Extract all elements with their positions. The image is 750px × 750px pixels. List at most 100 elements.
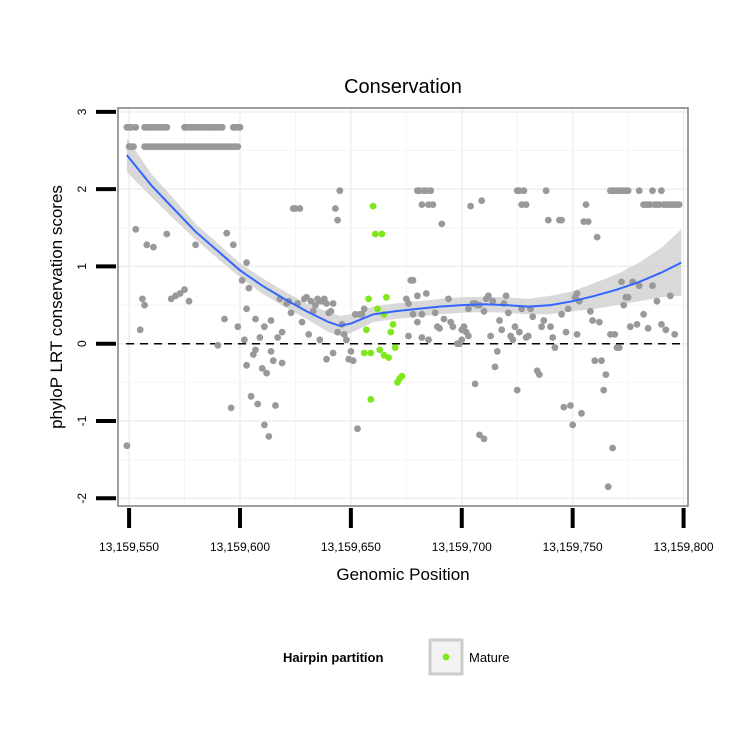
data-point xyxy=(587,307,594,315)
data-point xyxy=(405,300,412,307)
data-point xyxy=(267,317,275,324)
data-point xyxy=(265,433,273,440)
data-point xyxy=(649,187,656,195)
data-point xyxy=(425,336,432,344)
data-point xyxy=(418,201,426,209)
data-point xyxy=(261,421,268,429)
data-point xyxy=(261,323,268,331)
data-point xyxy=(123,442,131,450)
y-axis-label: phyloP LRT conservation scores xyxy=(47,185,66,429)
data-point xyxy=(221,315,228,323)
data-point xyxy=(414,318,421,326)
data-point xyxy=(480,435,488,443)
data-point xyxy=(595,318,603,326)
data-point xyxy=(564,305,572,313)
data-point xyxy=(635,187,643,195)
data-point xyxy=(241,336,248,344)
x-tick-label: 13,159,750 xyxy=(543,540,603,554)
data-point xyxy=(549,334,557,341)
data-point xyxy=(278,359,286,367)
data-point xyxy=(303,293,310,301)
data-point-mature xyxy=(394,378,401,386)
data-point xyxy=(624,293,632,301)
data-point xyxy=(163,123,171,131)
data-point xyxy=(234,323,242,331)
data-point xyxy=(460,323,468,331)
data-point-mature xyxy=(367,396,375,403)
data-point xyxy=(429,201,437,209)
data-point xyxy=(258,365,266,372)
x-tick-label: 13,159,650 xyxy=(321,540,381,554)
data-point xyxy=(247,392,255,400)
data-point xyxy=(418,334,426,341)
data-point xyxy=(327,307,335,315)
data-point xyxy=(493,348,501,355)
data-point xyxy=(349,357,357,365)
data-point xyxy=(323,355,330,363)
data-point xyxy=(163,230,171,238)
data-point xyxy=(458,336,466,344)
data-point xyxy=(227,404,235,412)
data-point xyxy=(653,297,661,305)
data-point xyxy=(666,292,674,300)
data-point-mature xyxy=(387,328,395,336)
data-point xyxy=(562,328,570,336)
y-tick-label: 0 xyxy=(75,340,89,347)
plot-area xyxy=(117,107,689,507)
data-point xyxy=(332,205,339,212)
data-point-mature xyxy=(391,344,399,351)
data-point xyxy=(593,233,601,241)
data-point xyxy=(445,295,452,303)
data-point xyxy=(600,386,608,394)
data-point xyxy=(132,225,140,233)
data-point-mature xyxy=(385,354,392,361)
data-point xyxy=(323,300,330,307)
data-point xyxy=(150,243,157,251)
legend-key-mature xyxy=(442,653,450,661)
data-point xyxy=(485,292,492,300)
data-point xyxy=(414,292,421,300)
x-tick-label: 13,159,550 xyxy=(99,540,159,554)
data-point xyxy=(522,201,530,209)
data-point xyxy=(624,187,632,195)
data-point xyxy=(256,334,264,341)
data-point xyxy=(529,313,537,321)
data-point xyxy=(465,332,472,340)
data-point xyxy=(347,348,355,355)
data-point xyxy=(465,305,472,313)
data-point xyxy=(405,332,412,340)
data-point xyxy=(218,123,226,131)
data-point xyxy=(223,229,231,237)
data-point xyxy=(436,324,443,332)
y-tick-label: -2 xyxy=(75,493,89,504)
data-point xyxy=(238,276,246,284)
data-point xyxy=(538,323,545,331)
data-point xyxy=(633,321,641,328)
y-tick-label: 3 xyxy=(75,108,89,115)
data-point xyxy=(245,284,253,292)
legend-title: Hairpin partition xyxy=(283,650,383,665)
y-tick-label: -1 xyxy=(75,415,89,426)
data-point xyxy=(185,297,193,305)
data-point xyxy=(316,336,324,344)
data-point xyxy=(658,187,665,195)
data-point xyxy=(343,336,350,344)
data-point-mature xyxy=(371,230,379,238)
data-point xyxy=(640,310,647,318)
data-point-mature xyxy=(374,305,381,313)
points-layer xyxy=(123,123,683,491)
data-point xyxy=(582,201,590,209)
data-point xyxy=(130,143,137,151)
data-point xyxy=(427,187,435,195)
data-point xyxy=(272,402,279,409)
data-point xyxy=(296,205,304,212)
data-point xyxy=(547,323,554,331)
data-point xyxy=(502,292,510,300)
data-point xyxy=(476,431,483,439)
data-point xyxy=(573,331,581,338)
data-point xyxy=(336,187,344,195)
data-point xyxy=(252,315,259,323)
data-point xyxy=(540,317,548,324)
data-point xyxy=(449,323,457,331)
